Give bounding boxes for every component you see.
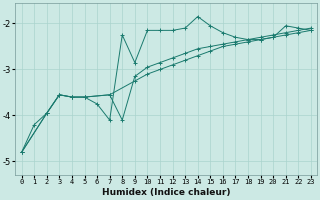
X-axis label: Humidex (Indice chaleur): Humidex (Indice chaleur) [102, 188, 230, 197]
